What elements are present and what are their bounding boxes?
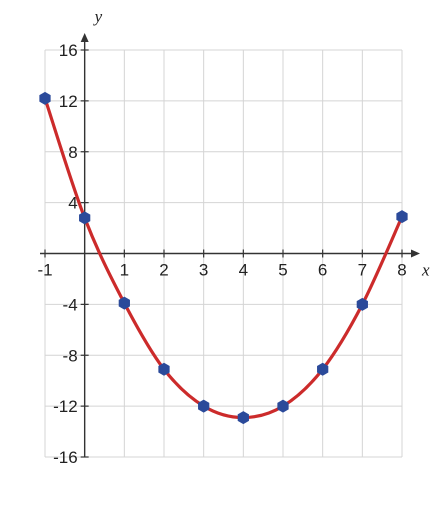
x-axis-arrow (411, 249, 420, 258)
y-axis-label: y (93, 7, 103, 26)
x-tick-label: 8 (397, 261, 406, 280)
data-point (39, 91, 51, 105)
y-tick-label: -4 (63, 295, 78, 314)
x-tick-label: 4 (239, 261, 248, 280)
data-point (356, 297, 368, 311)
axes (40, 33, 420, 457)
data-point (198, 399, 210, 413)
series-line (43, 96, 404, 420)
x-tick-label: 3 (199, 261, 208, 280)
series (39, 91, 408, 425)
data-point (237, 411, 249, 425)
y-axis-arrow (80, 33, 89, 42)
x-tick-label: 6 (318, 261, 327, 280)
x-tick-label: 1 (120, 261, 129, 280)
data-point (396, 210, 408, 224)
y-tick-label: -16 (53, 448, 78, 467)
data-point (158, 362, 170, 376)
x-tick-label: 2 (159, 261, 168, 280)
x-axis-label: x (421, 261, 430, 280)
y-tick-label: 12 (59, 92, 78, 111)
data-point (317, 362, 329, 376)
data-point (79, 211, 91, 225)
data-point (118, 296, 130, 310)
x-tick-label: 5 (278, 261, 287, 280)
x-tick-label: -1 (37, 261, 52, 280)
y-tick-label: 8 (68, 143, 77, 162)
y-tick-label: -12 (53, 397, 78, 416)
y-tick-label: 4 (68, 194, 77, 213)
x-tick-label: 7 (358, 261, 367, 280)
y-tick-label: -8 (63, 346, 78, 365)
data-point (277, 399, 289, 413)
y-tick-label: 16 (59, 41, 78, 60)
